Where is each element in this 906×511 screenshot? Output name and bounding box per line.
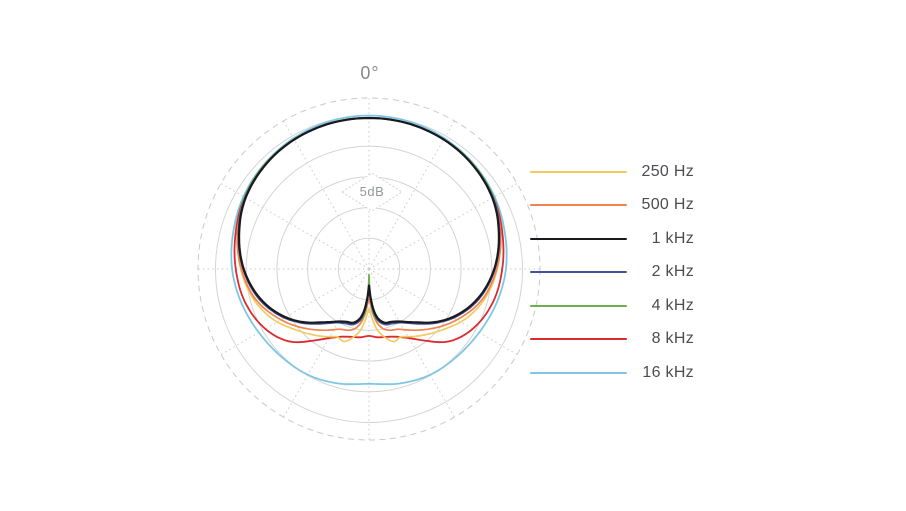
legend-label-250-hz: 250 Hz <box>641 162 694 180</box>
legend-label-4-khz: 4 kHz <box>651 296 694 314</box>
outer-dashed-boundary <box>197 97 541 441</box>
legend-label-2-khz: 2 kHz <box>651 263 694 281</box>
polar-grid-radials <box>198 98 540 440</box>
grid-radial <box>368 120 455 270</box>
legend-label-500-hz: 500 Hz <box>641 196 694 214</box>
legend-item-1-khz: 1 kHz <box>530 222 694 256</box>
legend-swatch-8-khz <box>530 338 627 341</box>
curve-16khz <box>230 114 508 386</box>
grid-radial <box>368 268 518 355</box>
legend: 250 Hz 500 Hz 1 kHz 2 kHz 4 kHz 8 kHz 16 kHz <box>530 155 694 390</box>
grid-radial <box>283 120 370 270</box>
legend-item-500-hz: 500 Hz <box>530 189 694 223</box>
legend-item-250-hz: 250 Hz <box>530 155 694 189</box>
angle-zero-label: 0° <box>360 63 380 83</box>
legend-item-4-khz: 4 kHz <box>530 289 694 323</box>
legend-label-16-khz: 16 kHz <box>642 363 694 381</box>
legend-swatch-1-khz <box>530 237 627 240</box>
db-scale-label: 5dB <box>359 184 385 199</box>
legend-label-1-khz: 1 kHz <box>651 229 694 247</box>
grid-radial <box>368 268 455 418</box>
legend-swatch-500-hz <box>530 204 627 207</box>
legend-item-16-khz: 16 kHz <box>530 356 694 390</box>
legend-item-2-khz: 2 kHz <box>530 256 694 290</box>
legend-swatch-250-hz <box>530 170 627 173</box>
grid-radial <box>283 268 370 418</box>
legend-item-8-khz: 8 kHz <box>530 323 694 357</box>
curve-500hz <box>236 117 502 332</box>
pattern-curves <box>230 114 508 386</box>
legend-swatch-4-khz <box>530 304 627 307</box>
db-label-diamond <box>341 172 403 212</box>
curve-1khz <box>238 116 500 324</box>
grid-radial <box>220 268 370 355</box>
legend-label-8-khz: 8 kHz <box>651 330 694 348</box>
legend-swatch-16-khz <box>530 371 627 374</box>
legend-swatch-2-khz <box>530 271 627 274</box>
